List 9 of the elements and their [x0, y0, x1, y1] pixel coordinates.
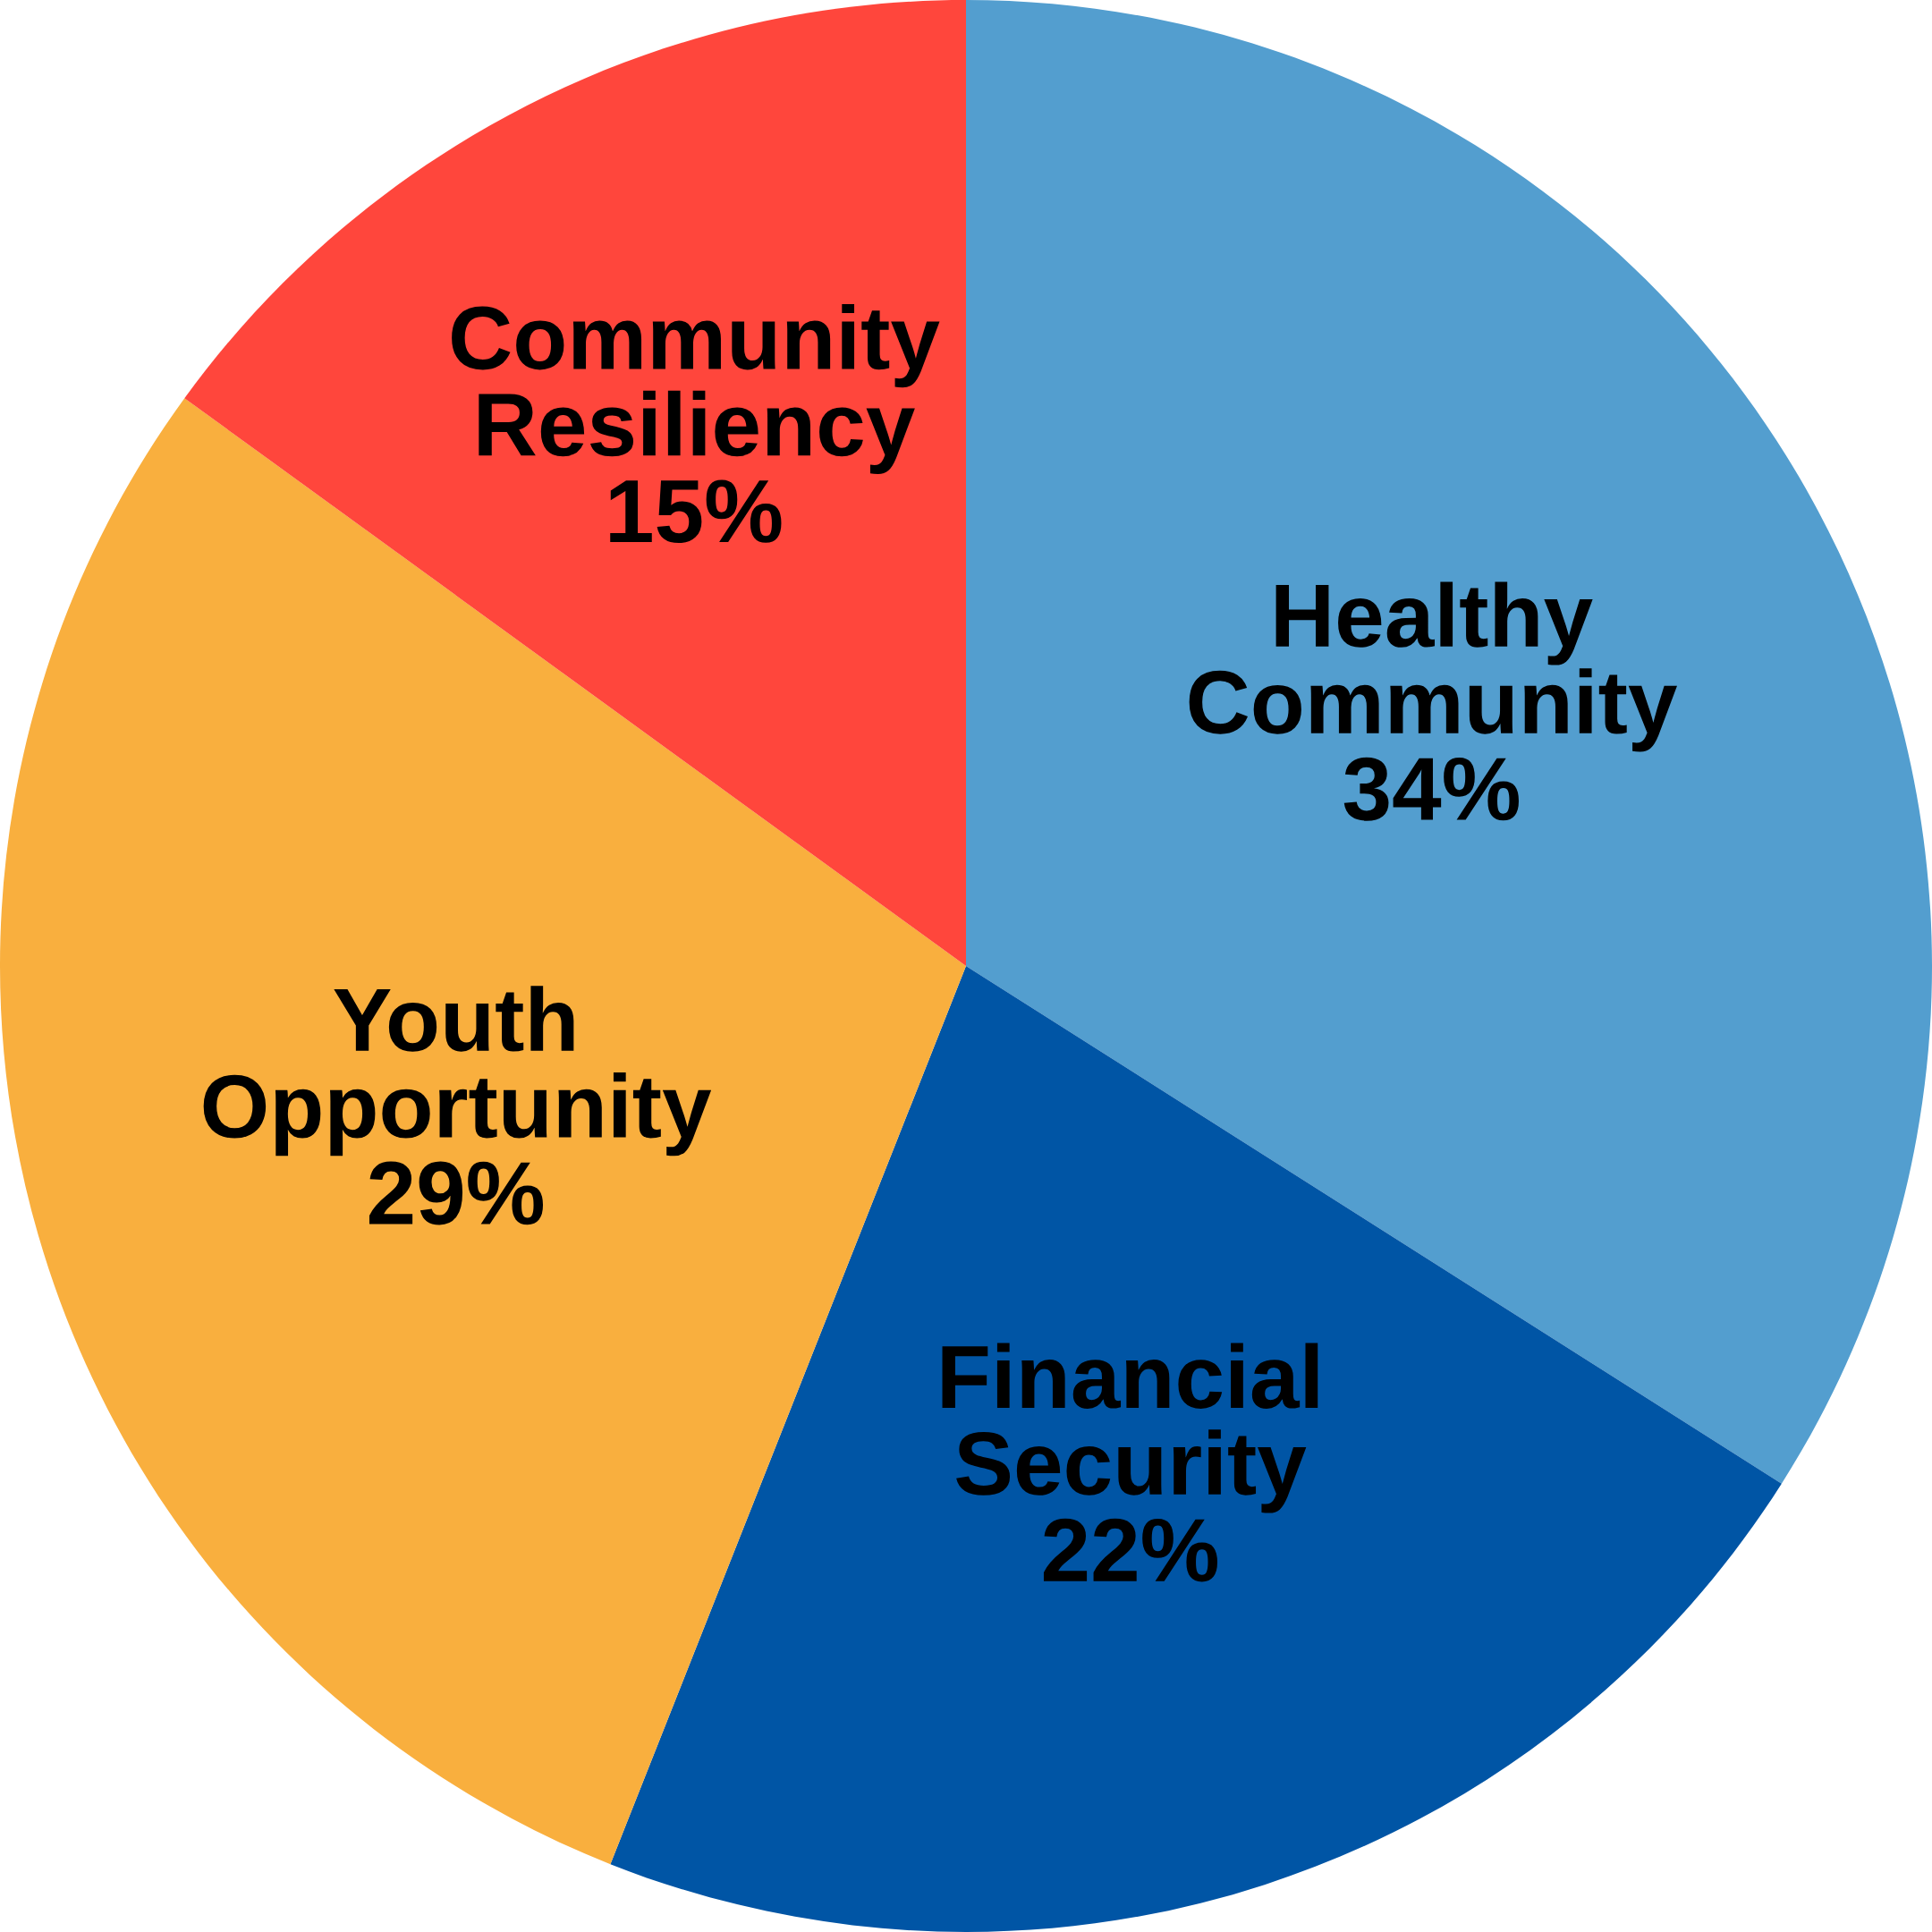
slice-label: Youth Opportunity: [203, 986, 712, 1157]
slice-label: Financial Security: [942, 1343, 1318, 1513]
data-label: 15%: [610, 479, 782, 544]
slice-label: Healthy Community: [1189, 581, 1677, 752]
data-label: 34%: [1343, 757, 1519, 821]
pie-slice: [184, 0, 966, 966]
slice-label: Community Resiliency: [452, 303, 940, 474]
data-label: 22%: [1043, 1518, 1217, 1582]
data-label: 29%: [369, 1161, 544, 1225]
